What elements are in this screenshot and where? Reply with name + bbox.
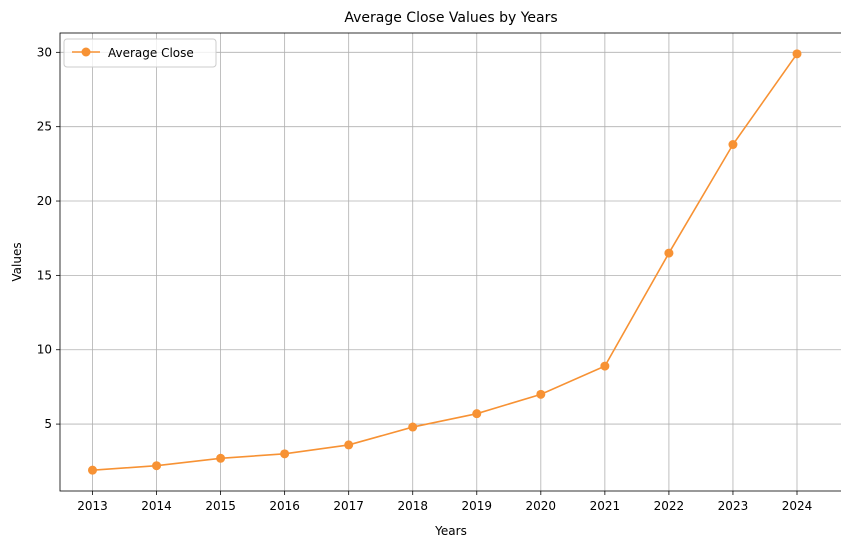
x-tick-label: 2018	[397, 499, 428, 513]
data-point	[600, 361, 610, 371]
series-layer	[88, 49, 802, 475]
x-tick-label: 2016	[269, 499, 300, 513]
data-point	[216, 453, 226, 463]
legend-box	[63, 38, 217, 68]
axis-ticks: 2013 2014 2015 2016 2017 2018 2019 2020 2021 2022…	[37, 45, 813, 513]
x-tick-label: 2015	[205, 499, 236, 513]
y-tick-label: 15	[37, 268, 52, 282]
chart-title: Average Close Values by Years	[344, 10, 557, 26]
x-axis-label: Years	[434, 524, 467, 538]
data-point	[728, 140, 738, 150]
x-tick-label: 2013	[77, 499, 108, 513]
y-tick-label: 25	[37, 120, 52, 134]
x-tick-label: 2023	[718, 499, 749, 513]
y-tick-label: 30	[37, 45, 52, 59]
plot-frame	[59, 32, 841, 492]
x-tick-label: 2020	[526, 499, 557, 513]
series-line-average-close	[92, 53, 798, 471]
y-tick-label: 20	[37, 194, 52, 208]
legend-marker	[81, 47, 91, 57]
x-tick-label: 2019	[461, 499, 492, 513]
data-point	[472, 409, 482, 419]
legend-entry-average-close: Average Close	[108, 46, 194, 60]
legend: Average Close	[63, 38, 217, 68]
x-tick-label: 2024	[782, 499, 813, 513]
x-tick-label: 2022	[654, 499, 685, 513]
y-axis-label: Values	[10, 242, 24, 281]
data-point	[536, 389, 546, 399]
y-tick-label: 5	[44, 417, 52, 431]
data-point	[792, 49, 802, 59]
data-point	[152, 461, 162, 471]
grid	[60, 33, 841, 491]
data-point	[408, 422, 418, 432]
data-point	[664, 248, 674, 258]
x-tick-label: 2021	[590, 499, 621, 513]
y-tick-label: 10	[37, 343, 52, 357]
x-tick-label: 2014	[141, 499, 172, 513]
x-tick-label: 2017	[333, 499, 364, 513]
data-point	[280, 449, 290, 459]
data-point	[88, 465, 97, 475]
data-point	[344, 440, 354, 450]
